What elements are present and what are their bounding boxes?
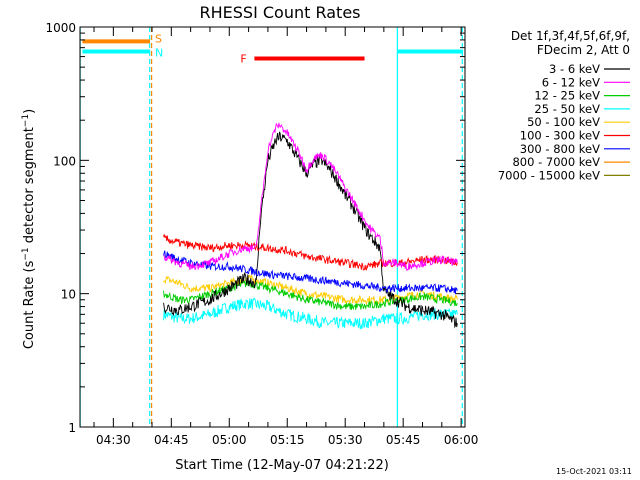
series-line-12-25-kev bbox=[163, 279, 458, 311]
x-tick-label: 05:45 bbox=[386, 433, 421, 447]
y-axis-label-exp1: −1 bbox=[21, 247, 31, 260]
y-tick-label: 10 bbox=[61, 288, 76, 302]
legend-label: 100 - 300 keV bbox=[520, 129, 600, 143]
chart-title: RHESSI Count Rates bbox=[200, 3, 361, 22]
flare-bar-label: F bbox=[240, 53, 246, 66]
x-tick-label: 05:30 bbox=[328, 433, 363, 447]
y-axis-label-end: ) bbox=[22, 109, 37, 114]
y-axis-label-exp2: −1 bbox=[21, 114, 31, 127]
x-tick-label: 05:15 bbox=[270, 433, 305, 447]
legend-label: 25 - 50 keV bbox=[534, 102, 600, 116]
series-line-100-300-kev bbox=[163, 233, 458, 271]
series-line-25-50-kev bbox=[163, 297, 458, 330]
status-bars: SN F bbox=[82, 32, 464, 66]
axes: 1 10 100 1000 04:30 04:45 05:00 05:15 05:30 05:45… bbox=[45, 21, 478, 447]
legend-label: 300 - 800 keV bbox=[520, 142, 600, 156]
footer-date: 15-Oct-2021 03:11 bbox=[556, 467, 632, 476]
legend: Det 1f,3f,4f,5f,6f,9f, FDecim 2, Att 0 3… bbox=[498, 29, 630, 182]
x-axis-label: Start Time (12-May-07 04:21:22) bbox=[175, 458, 389, 473]
attenuator-bar-label: S bbox=[155, 32, 162, 45]
x-tick-label: 05:00 bbox=[212, 433, 247, 447]
y-axis-label: Count Rate (s−1 detector segment−1) bbox=[21, 109, 37, 349]
legend-label: 3 - 6 keV bbox=[549, 62, 600, 76]
y-axis-label-main: Count Rate (s bbox=[22, 260, 37, 349]
legend-label: 6 - 12 keV bbox=[542, 75, 600, 89]
legend-label: 50 - 100 keV bbox=[527, 115, 600, 129]
y-tick-label: 1 bbox=[68, 421, 76, 435]
series-lines bbox=[163, 122, 458, 330]
legend-header-line-2: FDecim 2, Att 0 bbox=[537, 43, 630, 57]
y-tick-label: 100 bbox=[53, 154, 76, 168]
x-tick-label: 06:00 bbox=[444, 433, 479, 447]
series-line-6-12-kev bbox=[163, 122, 458, 272]
series-line-300-800-kev bbox=[163, 250, 458, 295]
x-tick-label: 04:30 bbox=[96, 433, 131, 447]
series-line-50-100-kev bbox=[163, 274, 458, 305]
legend-header-line-1: Det 1f,3f,4f,5f,6f,9f, bbox=[511, 29, 630, 43]
plot-frame bbox=[79, 26, 466, 428]
legend-label: 800 - 7000 keV bbox=[512, 155, 600, 169]
legend-label: 7000 - 15000 keV bbox=[498, 168, 600, 182]
night-bar-label: N bbox=[155, 47, 163, 60]
legend-label: 12 - 25 keV bbox=[534, 89, 600, 103]
y-axis-label-mid: detector segment bbox=[22, 127, 37, 247]
y-tick-label: 1000 bbox=[45, 21, 76, 35]
x-tick-label: 04:45 bbox=[154, 433, 189, 447]
